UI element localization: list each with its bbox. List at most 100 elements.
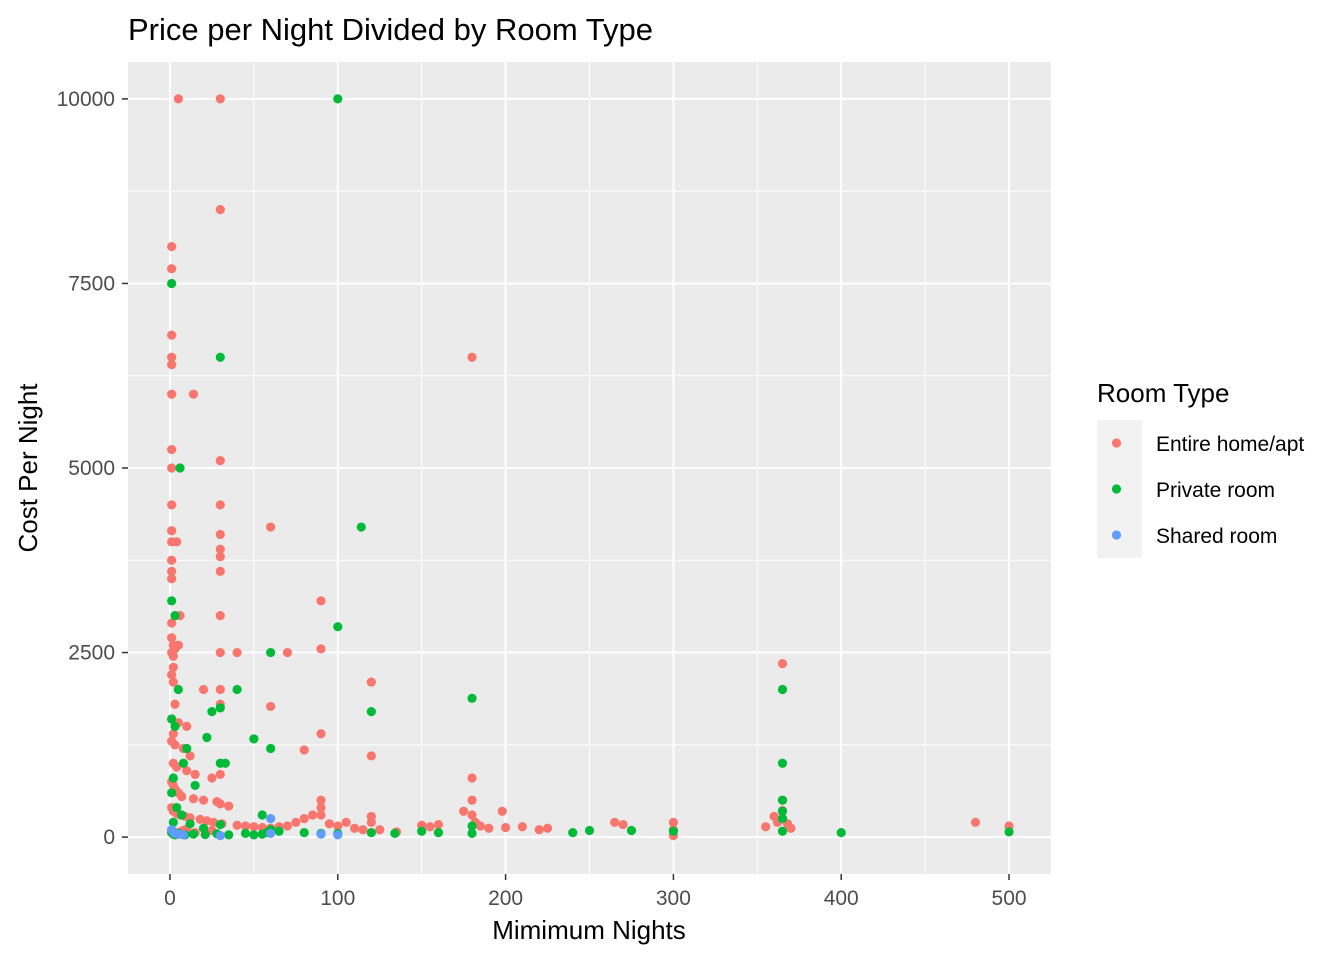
data-point — [215, 529, 225, 540]
data-point — [190, 769, 200, 779]
data-point — [266, 743, 276, 754]
data-point — [626, 825, 637, 836]
data-point — [668, 817, 679, 827]
data-point — [232, 647, 242, 658]
data-point — [425, 822, 435, 832]
data-point — [266, 828, 276, 839]
data-point — [178, 830, 188, 840]
data-point — [215, 205, 225, 215]
data-point — [333, 622, 343, 632]
legend-label: Private room — [1156, 479, 1275, 502]
data-point — [207, 707, 217, 717]
data-point — [232, 684, 242, 695]
data-point — [308, 810, 318, 820]
data-point — [168, 651, 178, 661]
data-point — [167, 555, 177, 565]
data-point — [202, 732, 212, 743]
data-point — [168, 729, 178, 739]
data-point — [249, 822, 259, 832]
data-point — [836, 828, 846, 838]
data-point — [316, 644, 326, 654]
data-point — [266, 522, 276, 532]
data-point — [282, 821, 293, 831]
data-point — [167, 633, 177, 643]
data-point — [215, 551, 225, 562]
data-point — [215, 456, 225, 466]
data-point — [167, 788, 177, 798]
data-point — [291, 817, 301, 827]
data-point — [167, 264, 177, 274]
data-point — [215, 703, 225, 713]
y-tick-label: 7500 — [68, 272, 115, 295]
data-point — [366, 751, 376, 761]
data-point — [177, 810, 187, 820]
data-point — [333, 830, 343, 840]
series-private-room — [167, 94, 1014, 840]
data-point — [517, 822, 527, 832]
data-point — [282, 647, 293, 658]
data-point — [168, 662, 178, 672]
data-point — [170, 611, 180, 621]
data-point — [568, 828, 578, 838]
x-tick-label: 200 — [488, 887, 523, 910]
data-point — [220, 758, 230, 768]
data-point — [215, 684, 225, 695]
data-point — [777, 758, 788, 768]
data-point — [167, 389, 177, 399]
data-point — [356, 522, 366, 532]
y-axis: 0 2500 5000 7500 10000 — [57, 88, 128, 849]
data-point — [170, 721, 180, 731]
data-point — [249, 734, 259, 744]
data-point — [168, 677, 178, 687]
data-point — [224, 801, 234, 811]
data-point — [168, 773, 178, 783]
x-axis-title: Mimimum Nights — [492, 915, 686, 945]
data-point — [249, 830, 259, 840]
x-tick-label: 500 — [992, 887, 1027, 910]
data-point — [167, 278, 177, 289]
series-shared-room — [167, 814, 343, 841]
data-point — [167, 526, 177, 536]
data-point — [777, 795, 788, 805]
data-point — [299, 814, 309, 824]
data-point — [167, 618, 177, 628]
data-point — [467, 795, 477, 805]
data-point — [167, 444, 177, 455]
legend-key — [1111, 438, 1122, 448]
data-point — [1004, 827, 1014, 837]
data-point — [185, 819, 195, 829]
data-point — [185, 751, 195, 761]
data-point — [618, 819, 628, 830]
data-point — [266, 701, 276, 712]
data-point — [316, 795, 326, 805]
data-point — [167, 330, 177, 340]
x-axis: 0 100 200 300 400 500 — [164, 874, 1027, 910]
data-point — [542, 823, 553, 833]
data-point — [168, 817, 178, 827]
data-point — [215, 611, 225, 621]
chart-title: Price per Night Divided by Room Type — [128, 12, 653, 47]
data-point — [467, 773, 477, 783]
data-point — [240, 821, 251, 831]
data-point — [224, 830, 234, 840]
data-point — [500, 822, 511, 833]
data-point — [167, 596, 177, 606]
data-point — [172, 537, 182, 547]
data-point — [190, 780, 200, 791]
data-points — [167, 94, 1014, 841]
data-point — [215, 647, 225, 658]
data-point — [198, 795, 209, 805]
data-point — [777, 806, 788, 816]
data-point — [777, 684, 788, 695]
data-point — [172, 762, 182, 772]
data-point — [777, 814, 788, 824]
x-tick-label: 400 — [824, 887, 859, 910]
data-point — [316, 810, 326, 820]
data-point — [475, 821, 486, 831]
data-point — [257, 810, 267, 820]
data-point — [215, 500, 225, 510]
x-tick-label: 300 — [656, 887, 691, 910]
y-axis-title: Cost Per Night — [13, 383, 43, 553]
data-point — [316, 729, 326, 739]
